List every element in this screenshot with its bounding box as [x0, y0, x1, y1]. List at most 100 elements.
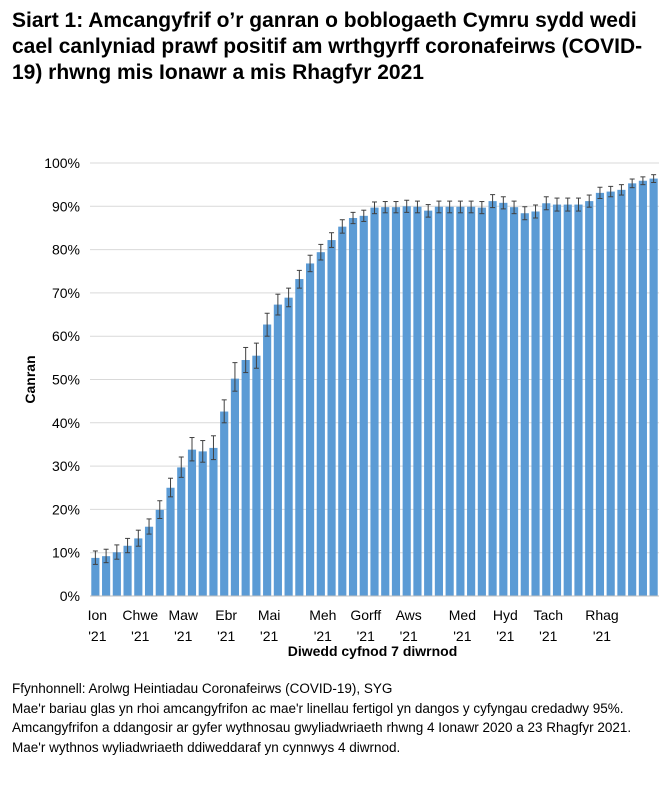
method-note: Mae'r bariau glas yn rhoi amcangyfrifon …	[12, 700, 632, 736]
x-tick-year: '21	[453, 628, 471, 644]
bar	[327, 240, 336, 596]
error-bar	[200, 440, 206, 463]
bar	[499, 202, 508, 596]
x-tick-label: Chwe '21	[122, 607, 158, 644]
bar	[413, 206, 422, 596]
error-bar	[629, 178, 635, 189]
error-bar	[307, 254, 313, 273]
bar	[177, 467, 186, 596]
x-tick-year: '21	[88, 628, 106, 644]
bar	[348, 217, 358, 596]
x-tick-label: Maw '21	[168, 607, 198, 644]
x-tick-month: Med	[449, 607, 476, 623]
x-tick-label: Med '21	[449, 607, 476, 644]
error-bar	[543, 196, 549, 211]
error-bar	[296, 269, 302, 289]
x-tick-label: Hyd '21	[493, 607, 518, 644]
x-tick-label: Ebr '21	[215, 607, 237, 644]
error-bar	[329, 232, 335, 248]
x-tick-month: Gorff	[350, 607, 381, 623]
y-tick-label: 10%	[52, 545, 80, 561]
y-tick-label: 50%	[52, 372, 80, 388]
bar	[134, 538, 143, 596]
y-tick-label: 30%	[52, 458, 80, 474]
y-tick-label: 60%	[52, 328, 80, 344]
x-tick-year: '21	[357, 628, 375, 644]
error-bar	[232, 362, 238, 392]
bar	[316, 252, 325, 596]
bar	[241, 360, 250, 596]
bar	[91, 557, 100, 596]
latest-week-note: Mae'r wythnos wyliadwriaeth ddiweddaraf …	[12, 739, 401, 755]
x-tick-year: '21	[131, 628, 149, 644]
error-bar	[114, 544, 120, 560]
error-bars	[92, 174, 657, 565]
error-bar	[189, 437, 195, 462]
bar	[144, 526, 154, 596]
y-tick-label: 0%	[60, 588, 80, 604]
bar	[306, 263, 315, 596]
error-bar	[447, 200, 453, 214]
error-bar	[565, 197, 571, 212]
error-bar	[243, 346, 249, 374]
x-tick-label: Ion '21	[88, 607, 107, 644]
bar	[102, 556, 111, 596]
error-bar	[500, 196, 506, 210]
bar	[263, 324, 272, 596]
x-tick-label: Mai '21	[258, 607, 281, 644]
bar	[520, 213, 529, 596]
error-bar	[608, 185, 614, 198]
error-bar	[286, 287, 292, 308]
error-bar	[554, 197, 560, 212]
bar	[273, 304, 282, 596]
chart-title: Siart 1: Amcangyfrif o’r ganran o boblog…	[12, 9, 643, 84]
bar	[488, 201, 497, 596]
x-tick-label: Meh '21	[309, 607, 336, 644]
bar	[574, 204, 583, 596]
bar	[628, 183, 637, 596]
x-tick-year: '21	[400, 628, 418, 644]
bar	[585, 201, 594, 596]
error-bar	[651, 174, 657, 183]
chart-notes: Ffynhonnell: Arolwg Heintiadau Coronafei…	[12, 679, 660, 757]
error-bar	[135, 529, 141, 547]
error-bar	[597, 186, 603, 200]
x-tick-month: Aws	[396, 607, 422, 623]
x-tick-label: Rhag '21	[585, 607, 618, 644]
bar	[359, 215, 368, 596]
x-tick-year: '21	[217, 628, 235, 644]
error-bar	[533, 204, 539, 219]
x-tick-month: Mai	[258, 607, 281, 623]
source-note: Ffynhonnell: Arolwg Heintiadau Coronafei…	[12, 681, 393, 696]
bar	[155, 509, 164, 596]
error-bar	[490, 194, 496, 209]
y-tick-label: 80%	[52, 242, 80, 258]
error-bar	[157, 500, 163, 519]
bar	[509, 207, 519, 596]
x-tick-year: '21	[593, 628, 611, 644]
antibody-bar-chart: 0% 10% 20% 30% 40% 50% 60% 70% 80% 90% 100% Ion '21…	[22, 155, 659, 659]
error-bar	[479, 201, 485, 215]
x-tick-month: Ebr	[215, 607, 237, 623]
error-bar	[618, 184, 624, 196]
x-tick-month: Chwe	[122, 607, 158, 623]
error-bar	[425, 204, 431, 218]
bar	[606, 191, 615, 596]
x-tick-month: Hyd	[493, 607, 518, 623]
y-axis-label: Canran	[22, 355, 38, 403]
x-tick-month: Maw	[168, 607, 198, 623]
x-tick-month: Tach	[533, 607, 563, 623]
bar	[552, 204, 562, 596]
bar	[563, 204, 572, 596]
x-tick-label: Gorff '21	[350, 607, 381, 644]
error-bar	[372, 201, 377, 215]
y-tick-label: 20%	[52, 501, 80, 517]
error-bar	[586, 194, 592, 208]
bar	[402, 206, 411, 597]
bar	[166, 487, 175, 596]
bar	[649, 178, 658, 596]
error-bar	[264, 312, 270, 337]
bar	[284, 297, 293, 596]
x-tick-year: '21	[174, 628, 192, 644]
